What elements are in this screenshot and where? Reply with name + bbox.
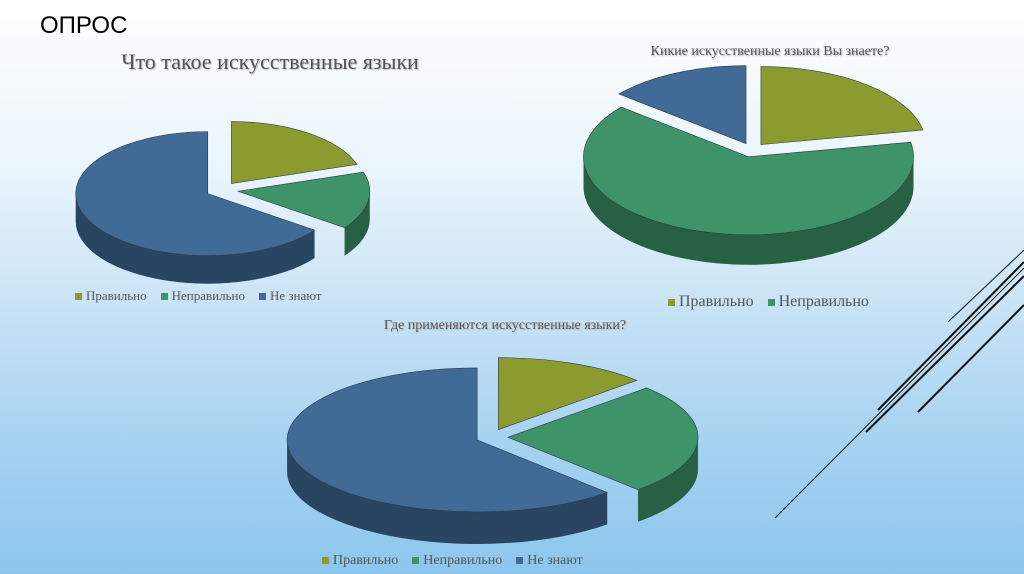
slice-side-shade: [638, 437, 698, 522]
legend-swatch: [767, 299, 775, 306]
slice-side-shade: [287, 439, 608, 544]
legend-label: Не знают: [270, 288, 322, 303]
legend-item: Правильно: [668, 293, 754, 311]
legend-label: Неправильно: [423, 553, 503, 568]
slice-side: [75, 193, 315, 284]
pie: [286, 357, 699, 544]
legend: Правильно Неправильно Не знают: [75, 288, 322, 304]
legend: Правильно Неправильно Не знают: [322, 553, 583, 569]
slice: [760, 66, 924, 145]
legend-item: Неправильно: [767, 293, 869, 311]
slice-side-shade: [583, 156, 914, 265]
legend-swatch: [668, 299, 675, 306]
legend-label: Не знают: [527, 553, 583, 568]
legend-swatch: [160, 293, 168, 300]
slice-side-shade: [75, 193, 315, 284]
slice-side: [583, 156, 914, 265]
slice: [507, 387, 699, 491]
slice-side: [344, 191, 370, 256]
legend-item: Неправильно: [160, 288, 245, 304]
legend-item: Не знают: [516, 553, 583, 569]
legend-item: Правильно: [322, 553, 398, 569]
legend-label: Неправильно: [171, 288, 245, 303]
chart-title: Где применяются искусственные языки?: [383, 318, 627, 333]
legend-item: Неправильно: [412, 553, 502, 569]
slice: [231, 121, 358, 184]
legend: Правильно Неправильно: [668, 293, 869, 311]
legend-swatch: [516, 557, 524, 564]
slide-title: ОПРОС: [40, 12, 128, 39]
chart-title: Кикие искусственные языки Вы знаете?: [650, 44, 890, 59]
chart-title: Что такое искусственные языки: [121, 49, 419, 74]
slice: [498, 357, 638, 431]
slice: [618, 65, 747, 145]
legend-label: Правильно: [333, 553, 399, 568]
slice: [75, 131, 316, 256]
slice-side-shade: [344, 191, 370, 256]
legend-label: Неправильно: [778, 293, 869, 310]
legend-swatch: [75, 293, 82, 300]
legend-swatch: [412, 557, 420, 564]
pie: [75, 121, 371, 284]
decor-lines: [774, 249, 1024, 519]
legend-item: Правильно: [75, 288, 147, 304]
legend-label: Правильно: [86, 288, 147, 303]
slice-side: [287, 439, 608, 544]
legend-label: Правильно: [679, 293, 754, 310]
legend-swatch: [259, 293, 266, 300]
slice-side: [638, 437, 698, 522]
slice: [286, 367, 609, 513]
legend-swatch: [322, 557, 329, 564]
pie: [583, 65, 924, 265]
legend-item: Не знают: [259, 288, 322, 304]
slice: [237, 171, 371, 229]
slice: [583, 106, 914, 236]
